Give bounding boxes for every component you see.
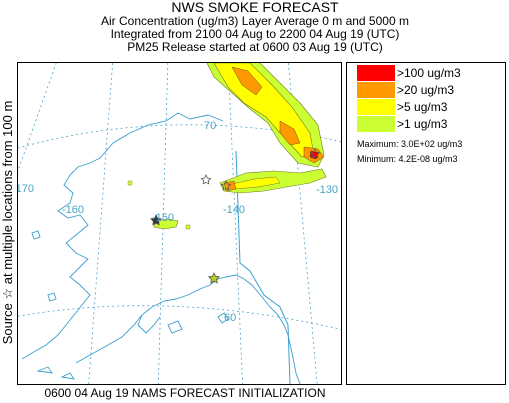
source-star-icon xyxy=(309,148,321,159)
lon-label-150w: -150 xyxy=(152,212,174,224)
lat-label-60n: 60 xyxy=(224,312,236,324)
longitude-line-160w xyxy=(88,63,114,384)
legend-maximum: Maximum: 3.0E+02 ug/m3 xyxy=(357,139,463,149)
source-star-icon xyxy=(149,214,163,226)
source-star-icon xyxy=(200,174,212,185)
smoke-plume-west xyxy=(127,180,191,230)
legend-swatch-red xyxy=(357,65,395,81)
map-panel: -170 -160 -150 -140 -130 70 60 xyxy=(17,62,342,385)
legend-row-100: >100 ug/m3 xyxy=(357,65,497,81)
forecast-initialization: 0600 04 Aug 19 NAMS FORECAST INITIALIZAT… xyxy=(44,386,326,400)
smoke-plume-north xyxy=(206,63,325,168)
alaska-coastline xyxy=(21,112,301,384)
source-star-icon xyxy=(220,180,232,191)
source-star-icon xyxy=(207,272,221,284)
source-location-label: Source ☆ at multiple locations from 100 … xyxy=(0,100,15,345)
legend-row-5: >5 ug/m3 xyxy=(357,99,497,115)
legend-label: >1 ug/m3 xyxy=(397,117,448,131)
legend-label: >20 ug/m3 xyxy=(397,83,455,97)
release-start: PM25 Release started at 0600 03 Aug 19 (… xyxy=(127,40,383,54)
lon-label-140w: -140 xyxy=(223,204,245,216)
lon-label-170w: -170 xyxy=(18,183,34,195)
latitude-line-60 xyxy=(18,305,341,330)
legend-swatch-yellow xyxy=(357,99,395,115)
legend-swatch-lime xyxy=(357,116,395,132)
legend-row-20: >20 ug/m3 xyxy=(357,82,497,98)
legend-panel: >100 ug/m3 >20 ug/m3 >5 ug/m3 >1 ug/m3 M… xyxy=(346,62,506,385)
source-markers xyxy=(149,148,321,284)
legend-label: >100 ug/m3 xyxy=(397,66,461,80)
longitude-line-150w xyxy=(157,63,169,384)
concentration-subtitle: Air Concentration (ug/m3) Layer Average … xyxy=(101,14,409,28)
lon-label-130w: -130 xyxy=(316,184,338,196)
title-block: NWS SMOKE FORECAST Air Concentration (ug… xyxy=(20,0,490,54)
legend-minimum: Minimum: 4.2E-08 ug/m3 xyxy=(357,154,458,164)
smoke-plume-central xyxy=(219,168,327,194)
longitude-line-140w xyxy=(227,63,243,384)
legend-label: >5 ug/m3 xyxy=(397,100,448,114)
map-title: NWS SMOKE FORECAST xyxy=(171,0,339,15)
lon-label-160w: -160 xyxy=(62,204,84,216)
alaska-map: -170 -160 -150 -140 -130 70 60 xyxy=(18,63,341,384)
lat-label-70n: 70 xyxy=(204,120,216,132)
integration-period: Integrated from 2100 04 Aug to 2200 04 A… xyxy=(110,27,400,41)
legend-row-1: >1 ug/m3 xyxy=(357,116,497,132)
legend-swatch-orange xyxy=(357,82,395,98)
us-canada-border xyxy=(235,150,291,384)
island-coastlines xyxy=(31,230,229,380)
